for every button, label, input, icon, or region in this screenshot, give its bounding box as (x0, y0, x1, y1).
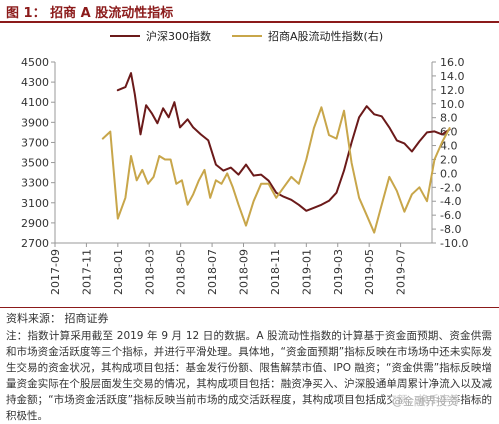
x-tick-label: 2018-01 (112, 249, 125, 295)
figure-title: 图 1： 招商 A 股流动性指标 (6, 6, 174, 21)
left-tick-label: 4300 (21, 76, 49, 89)
left-tick-label: 3100 (21, 197, 49, 210)
x-tick-label: 2018-07 (206, 249, 219, 295)
right-tick-label: -4.0 (440, 195, 461, 208)
x-tick-label: 2019-03 (332, 249, 345, 295)
left-tick-label: 4100 (21, 96, 49, 109)
x-tick-label: 2019-07 (395, 249, 408, 295)
x-tick-label: 2019-05 (363, 249, 376, 295)
series-line-1 (116, 72, 451, 212)
x-tick-label: 2018-03 (143, 249, 156, 295)
left-tick-label: 2900 (21, 217, 49, 230)
right-tick-label: 4.0 (440, 140, 458, 153)
right-tick-label: -8.0 (440, 223, 461, 236)
x-tick-label: 2017-11 (80, 249, 93, 295)
chart-series (101, 72, 451, 234)
left-tick-label: 3500 (21, 157, 49, 170)
x-tick-label: 2018-11 (269, 249, 282, 295)
right-tick-label: 2.0 (440, 153, 458, 166)
left-tick-label: 3300 (21, 177, 49, 190)
left-tick-label: 3700 (21, 136, 49, 149)
right-tick-label: 0.0 (440, 167, 458, 180)
right-tick-label: -10.0 (440, 237, 468, 250)
x-tick-label: 2019-01 (300, 249, 313, 295)
right-tick-label: -6.0 (440, 209, 461, 222)
right-tick-label: 8.0 (440, 112, 458, 125)
legend-label-2: 招商A股流动性指数(右) (268, 29, 383, 43)
note-text: 注：指数计算采用截至 2019 年 9 月 12 日的数据。A 股流动性指数的计… (6, 330, 492, 422)
legend-label-1: 沪深300指数 (146, 29, 211, 43)
x-tick-label: 2018-09 (238, 249, 251, 295)
left-tick-label: 2700 (21, 237, 49, 250)
left-tick-label: 3900 (21, 116, 49, 129)
right-tick-label: 12.0 (440, 84, 465, 97)
title-rule (0, 21, 499, 23)
watermark: @金融界投资 (392, 393, 458, 409)
left-tick-label: 4500 (21, 56, 49, 69)
right-tick-label: 6.0 (440, 126, 458, 139)
liquidity-chart: 2700 2900 3100 3300 3500 3700 3900 4100 4300 4500… (21, 29, 468, 295)
x-tick-label: 2017-09 (49, 249, 62, 295)
right-tick-label: 10.0 (440, 98, 465, 111)
chart-legend: 沪深300指数 招商A股流动性指数(右) (110, 29, 383, 43)
series-line-2 (101, 106, 451, 234)
right-tick-label: 16.0 (440, 56, 465, 69)
source-text: 资料来源： 招商证券 (6, 312, 109, 325)
x-tick-label: 2018-05 (175, 249, 188, 295)
chart-axes: 2700 2900 3100 3300 3500 3700 3900 4100 4300 4500… (21, 56, 468, 295)
right-tick-label: 14.0 (440, 70, 465, 83)
right-tick-label: -2.0 (440, 181, 461, 194)
source-rule (0, 307, 499, 308)
